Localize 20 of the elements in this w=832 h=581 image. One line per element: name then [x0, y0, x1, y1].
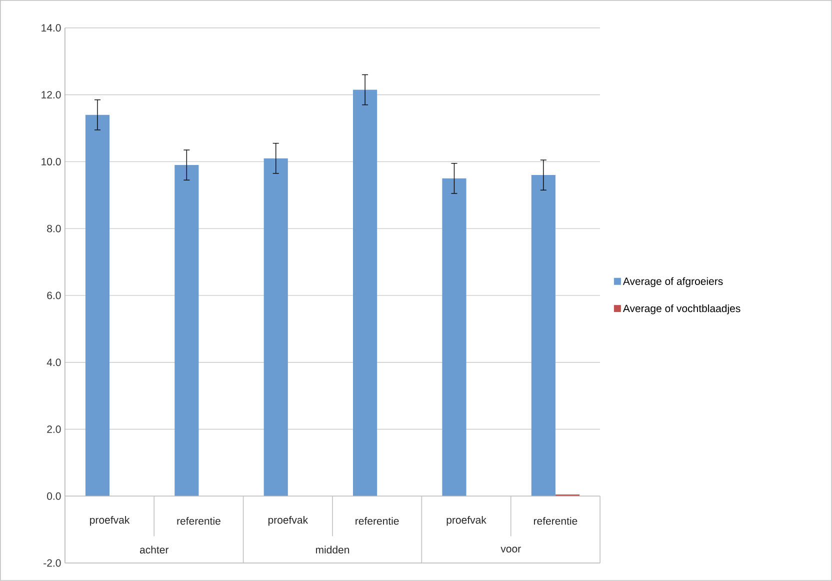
annotation: midden — [316, 546, 350, 554]
x-tick-label: proefvak — [268, 516, 308, 526]
x-tick-label: proefvak — [446, 516, 486, 526]
annotation: voor — [500, 546, 521, 553]
legend-label: Average of afgroeiers — [622, 277, 723, 288]
y-tick-label: 0.0 — [47, 492, 61, 500]
y-tick-label: 14.0 — [42, 24, 61, 32]
y-tick-label: 6.0 — [47, 292, 61, 300]
x-tick-label: proefvak — [90, 516, 130, 526]
annotation: achter — [140, 546, 169, 554]
y-tick-label: 2.0 — [47, 426, 61, 433]
y-tick-label: 8.0 — [47, 224, 61, 232]
y-tick-label: 10.0 — [42, 158, 61, 166]
legend-label: Average of vochtblaadjes — [622, 304, 740, 314]
x-tick-label: referentie — [534, 517, 578, 525]
x-tick-label: referentie — [356, 517, 399, 525]
x-tick-label: referentie — [177, 517, 220, 525]
y-tick-label: 12.0 — [42, 91, 61, 99]
y-tick-label: 4.0 — [46, 358, 61, 366]
y-tick-label: -2.0 — [44, 559, 61, 567]
